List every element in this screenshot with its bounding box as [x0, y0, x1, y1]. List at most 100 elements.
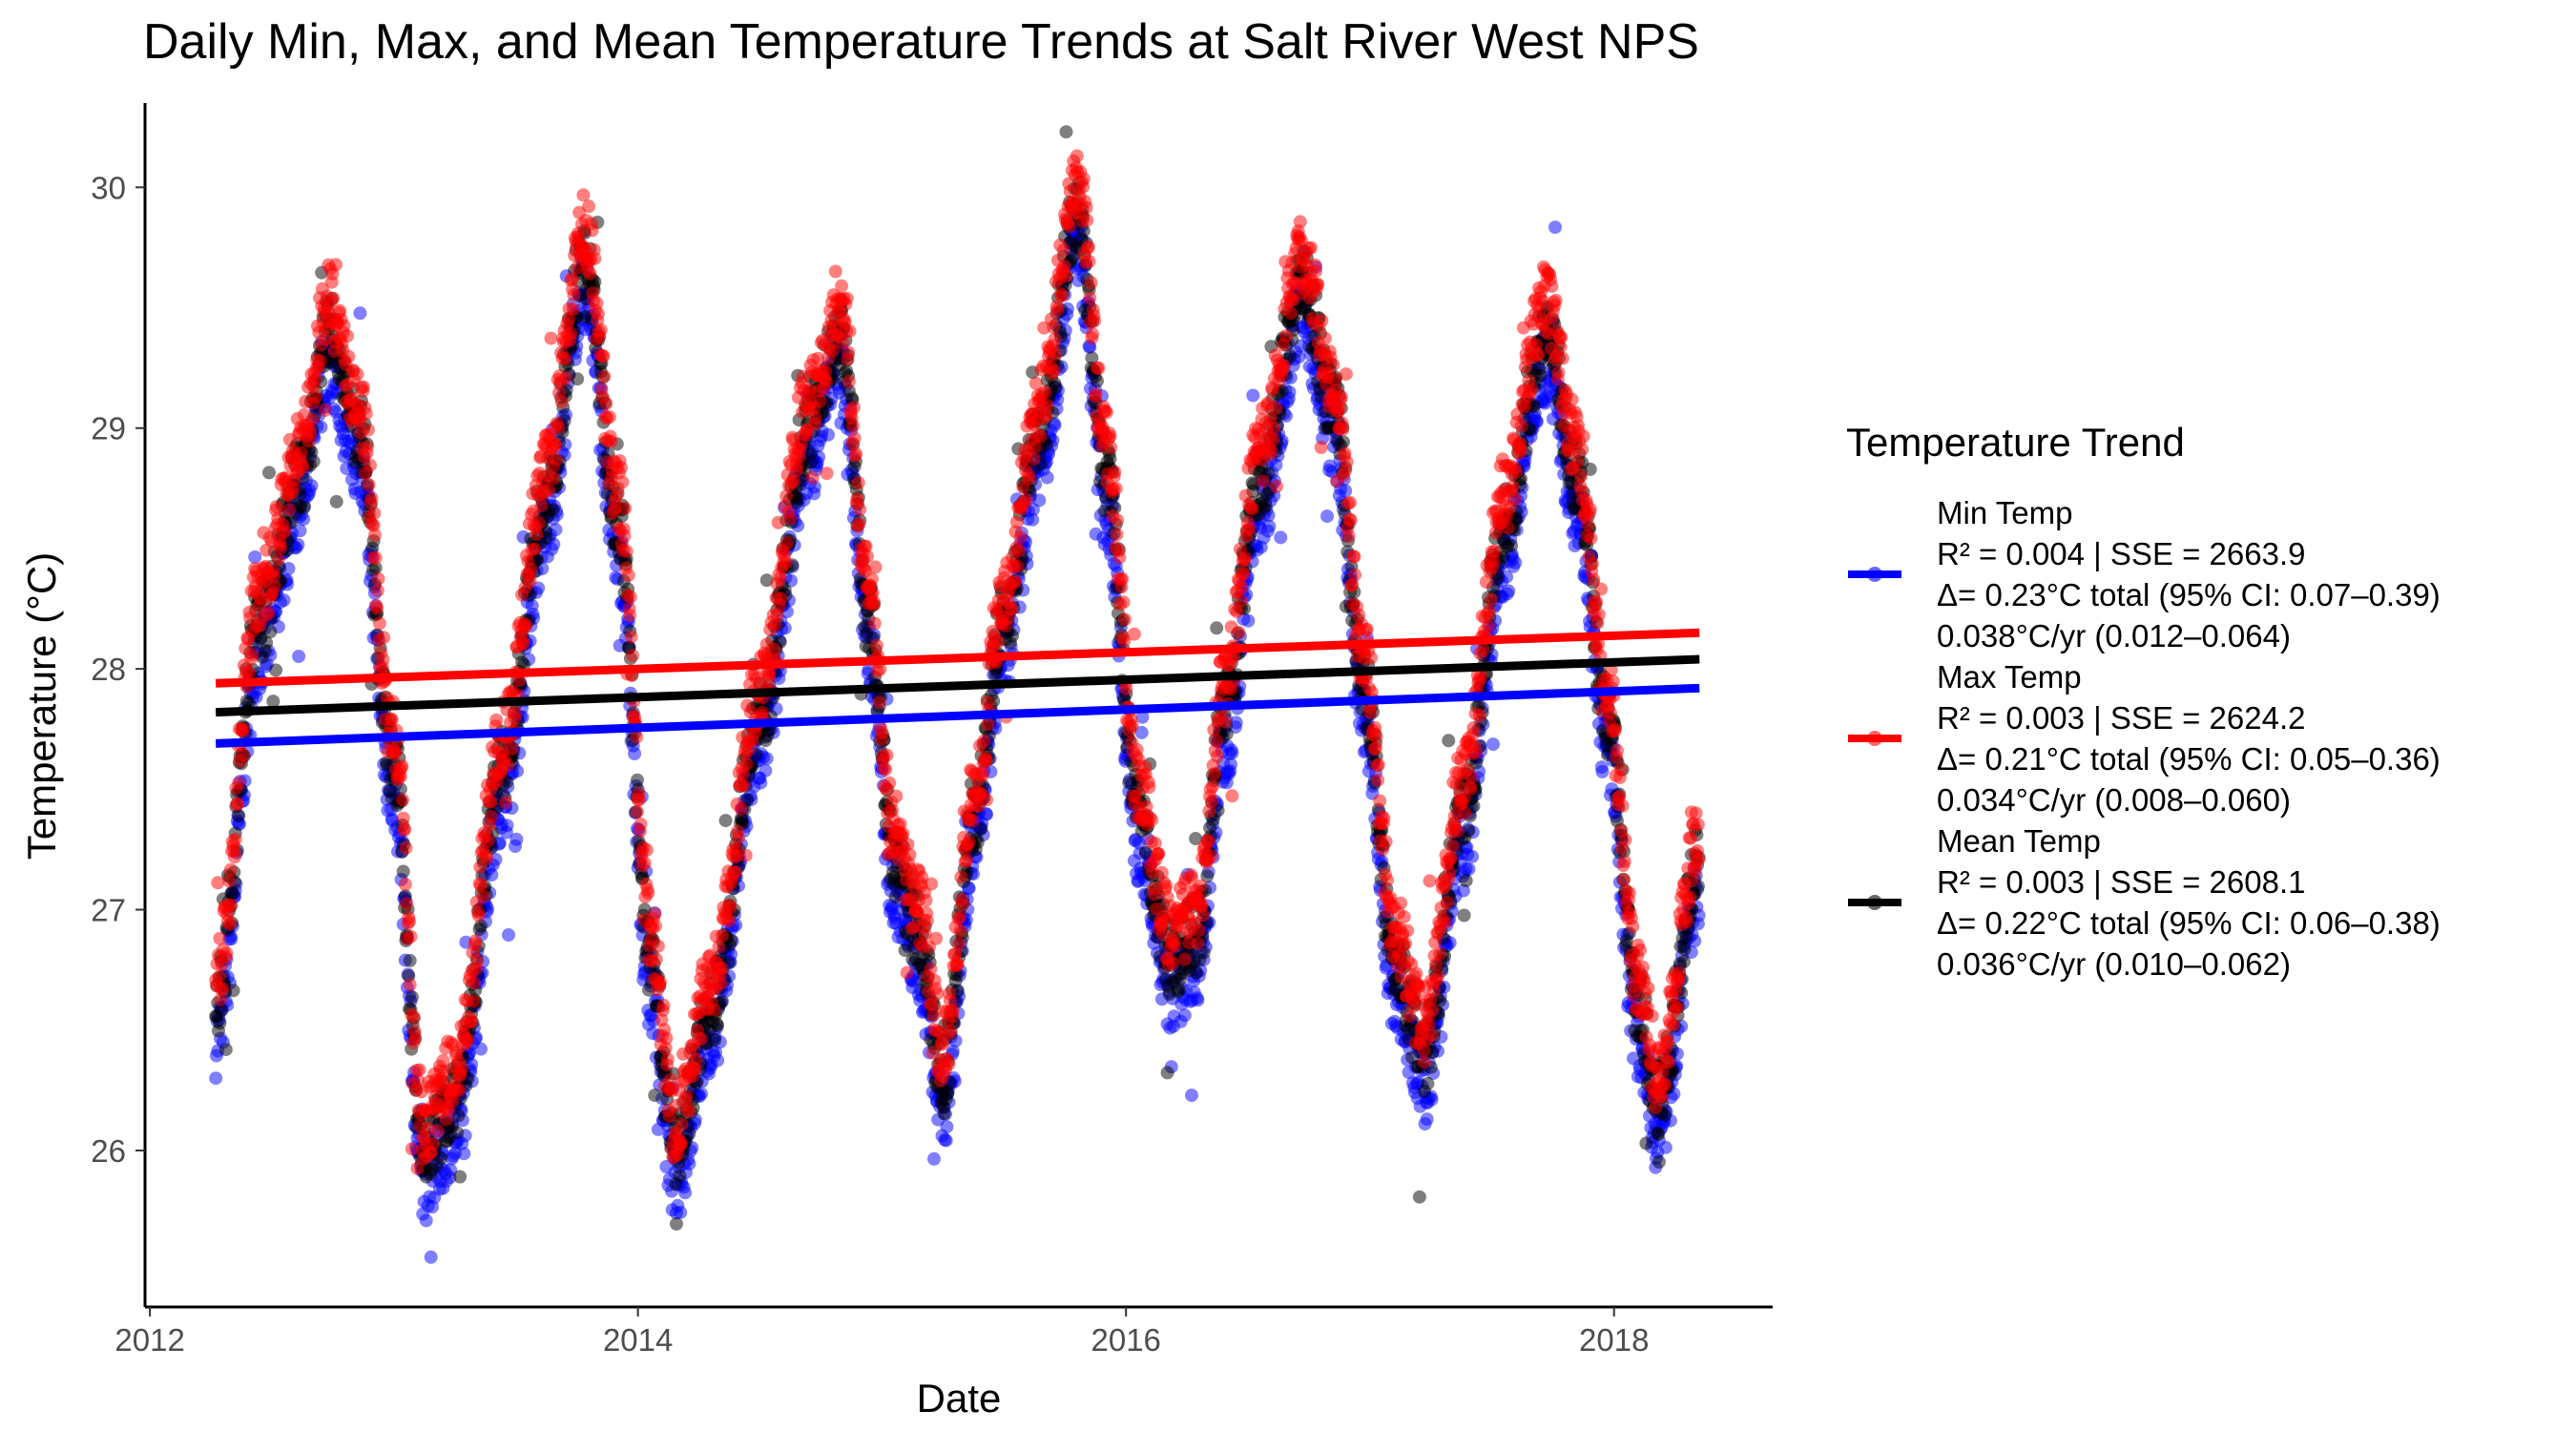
data-point: [564, 326, 577, 341]
data-point: [212, 969, 226, 984]
data-point: [480, 851, 494, 865]
data-point: [452, 1083, 467, 1097]
data-point: [303, 427, 318, 442]
data-point: [1339, 484, 1353, 498]
data-point: [528, 542, 542, 556]
data-point: [500, 819, 514, 833]
data-point: [400, 897, 414, 911]
data-point: [408, 1031, 423, 1046]
data-point: [403, 914, 416, 928]
data-point: [582, 199, 596, 214]
data-point: [1320, 509, 1335, 524]
data-point: [377, 631, 391, 645]
data-point: [224, 898, 239, 912]
data-point: [412, 1063, 426, 1077]
data-point: [211, 876, 225, 890]
data-point: [566, 302, 580, 317]
data-point: [670, 1216, 683, 1231]
data-point: [593, 322, 608, 337]
data-point: [558, 352, 572, 365]
data-point: [228, 850, 241, 864]
data-point: [476, 889, 490, 903]
data-point: [228, 832, 242, 846]
data-point: [465, 1014, 479, 1028]
data-point: [1026, 512, 1040, 527]
data-point: [1457, 908, 1471, 923]
data-point: [1246, 388, 1260, 403]
data-point: [509, 832, 524, 846]
data-point: [342, 349, 356, 363]
data-point: [388, 744, 403, 758]
data-point: [455, 1061, 469, 1075]
data-point: [359, 406, 373, 421]
data-point: [571, 372, 585, 386]
data-point: [294, 446, 308, 460]
data-point: [596, 349, 611, 363]
data-point: [267, 579, 281, 593]
data-point: [398, 821, 412, 836]
data-point: [927, 1151, 941, 1166]
data-point: [718, 814, 733, 828]
data-point: [232, 809, 246, 823]
data-point: [405, 990, 419, 1005]
data-point: [318, 404, 332, 417]
data-point: [474, 1042, 488, 1056]
data-point: [1258, 499, 1273, 513]
data-point: [296, 460, 310, 474]
data-point: [407, 1010, 421, 1025]
data-point: [230, 797, 244, 811]
data-point: [1160, 1066, 1174, 1080]
data-point: [711, 1019, 725, 1033]
data-point: [546, 503, 560, 517]
data-point: [467, 994, 481, 1008]
data-point: [470, 954, 485, 968]
data-point: [489, 713, 504, 727]
data-point: [549, 439, 563, 452]
data-point: [232, 776, 246, 790]
data-point: [396, 864, 410, 879]
data-point: [362, 478, 376, 492]
data-point: [213, 1016, 227, 1030]
data-point: [370, 584, 384, 598]
data-point: [1508, 555, 1523, 570]
data-point: [329, 258, 343, 272]
data-point: [1189, 965, 1203, 980]
data-point: [1677, 942, 1692, 956]
data-point: [245, 648, 260, 662]
data-point: [1337, 435, 1350, 449]
data-point: [1241, 613, 1256, 628]
data-point: [403, 978, 417, 992]
data-point: [559, 371, 572, 385]
data-point: [628, 747, 642, 760]
data-point: [236, 748, 250, 762]
data-point: [821, 427, 835, 442]
data-point: [403, 953, 417, 967]
data-point: [499, 796, 513, 810]
data-point: [457, 1147, 471, 1161]
data-point: [485, 868, 499, 881]
data-point: [398, 878, 412, 891]
data-point: [1091, 374, 1104, 388]
data-point: [1486, 737, 1500, 752]
data-point: [588, 252, 602, 266]
data-point: [1462, 862, 1476, 876]
data-point: [550, 452, 564, 467]
data-point: [1420, 1112, 1434, 1127]
data-point: [269, 500, 283, 514]
data-point: [1134, 725, 1149, 739]
data-point: [308, 390, 322, 404]
data-point: [1274, 530, 1288, 545]
data-point: [1210, 621, 1224, 635]
data-point: [1421, 1076, 1435, 1090]
data-point: [485, 810, 499, 824]
data-point: [304, 479, 319, 493]
data-point: [509, 706, 522, 720]
data-point: [1185, 1089, 1198, 1103]
data-point: [1465, 849, 1480, 863]
data-points: [209, 125, 1706, 1264]
data-point: [262, 466, 276, 480]
data-point: [1462, 823, 1476, 838]
data-point: [484, 795, 498, 809]
data-point: [1652, 1128, 1666, 1141]
data-point: [1459, 874, 1473, 888]
